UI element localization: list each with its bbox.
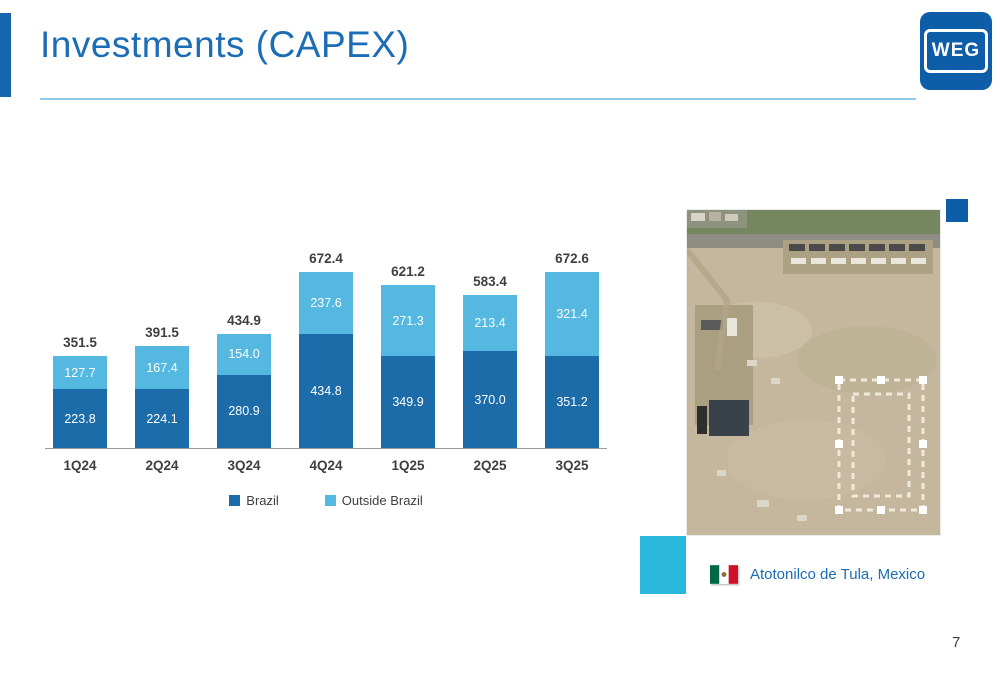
legend-item-brazil: Brazil bbox=[229, 493, 279, 508]
bar-total-label: 391.5 bbox=[145, 324, 179, 340]
bar-group: 391.5 167.4 224.1 bbox=[135, 325, 189, 448]
legend-item-outside-brazil: Outside Brazil bbox=[324, 493, 423, 508]
bar-segment-outside-brazil: 237.6 bbox=[299, 272, 353, 335]
bar-group: 351.5 127.7 223.8 bbox=[53, 335, 107, 448]
bar-total-label: 434.9 bbox=[227, 313, 261, 329]
accent-square-blue bbox=[946, 199, 968, 222]
bar-group: 621.2 271.3 349.9 bbox=[381, 264, 435, 448]
x-axis-label: 3Q25 bbox=[555, 458, 589, 473]
mexico-flag-icon bbox=[710, 564, 738, 584]
bar-total-label: 621.2 bbox=[391, 264, 425, 280]
page-number: 7 bbox=[952, 634, 961, 651]
title-rule bbox=[40, 98, 916, 100]
bar-segment-brazil: 223.8 bbox=[53, 389, 107, 448]
accent-square-cyan bbox=[640, 536, 686, 594]
bar-group: 672.4 237.6 434.8 bbox=[299, 251, 353, 448]
bar-segment-brazil: 224.1 bbox=[135, 389, 189, 448]
bar-segment-brazil: 349.9 bbox=[381, 356, 435, 448]
x-axis-label: 2Q24 bbox=[145, 458, 179, 473]
page-title: Investments (CAPEX) bbox=[40, 24, 410, 65]
aerial-construction-site-illustration bbox=[687, 210, 940, 535]
legend-swatch bbox=[229, 495, 241, 506]
bar-segment-brazil: 351.2 bbox=[545, 356, 599, 448]
bar-group: 583.4 213.4 370.0 bbox=[463, 274, 517, 448]
bar-segment-outside-brazil: 213.4 bbox=[463, 295, 517, 352]
x-axis-label: 1Q25 bbox=[391, 458, 425, 473]
capex-bar-chart: 351.5 127.7 223.8 391.5 167.4 224.1 434.9 154.0… bbox=[45, 232, 607, 508]
x-axis-label: 1Q24 bbox=[63, 458, 97, 473]
bar-segment-outside-brazil: 127.7 bbox=[53, 356, 107, 390]
bar-total-label: 351.5 bbox=[63, 335, 97, 351]
photo-caption: Atotonilco de Tula, Mexico bbox=[750, 565, 926, 583]
legend-label: Outside Brazil bbox=[341, 493, 423, 508]
bar-group: 672.6 321.4 351.2 bbox=[545, 251, 599, 448]
bar-segment-outside-brazil: 167.4 bbox=[135, 345, 189, 390]
photo-caption-row: Atotonilco de Tula, Mexico bbox=[710, 558, 960, 590]
chart-plot: 351.5 127.7 223.8 391.5 167.4 224.1 434.9 154.0… bbox=[45, 232, 607, 449]
x-axis-label: 2Q25 bbox=[473, 458, 507, 473]
bar-segment-brazil: 280.9 bbox=[217, 374, 271, 448]
bar-segment-outside-brazil: 154.0 bbox=[217, 334, 271, 375]
site-photo bbox=[687, 210, 940, 535]
weg-logo: WEG bbox=[920, 12, 992, 90]
chart-legend: Brazil Outside Brazil bbox=[45, 493, 607, 508]
chart-categories: 1Q24 2Q24 3Q24 4Q24 1Q25 2Q25 3Q25 bbox=[45, 458, 607, 473]
x-axis-label: 3Q24 bbox=[227, 458, 261, 473]
legend-swatch bbox=[324, 495, 336, 506]
bar-group: 434.9 154.0 280.9 bbox=[217, 313, 271, 448]
bar-total-label: 583.4 bbox=[473, 274, 507, 290]
bar-total-label: 672.6 bbox=[555, 251, 589, 267]
bar-segment-brazil: 434.8 bbox=[299, 334, 353, 448]
left-accent-bar bbox=[0, 13, 11, 97]
bar-segment-outside-brazil: 321.4 bbox=[545, 272, 599, 357]
weg-logo-text: WEG bbox=[923, 29, 989, 73]
bar-total-label: 672.4 bbox=[309, 251, 343, 267]
x-axis-label: 4Q24 bbox=[309, 458, 343, 473]
legend-label: Brazil bbox=[246, 493, 279, 508]
bar-segment-brazil: 370.0 bbox=[463, 351, 517, 448]
bar-segment-outside-brazil: 271.3 bbox=[381, 285, 435, 357]
